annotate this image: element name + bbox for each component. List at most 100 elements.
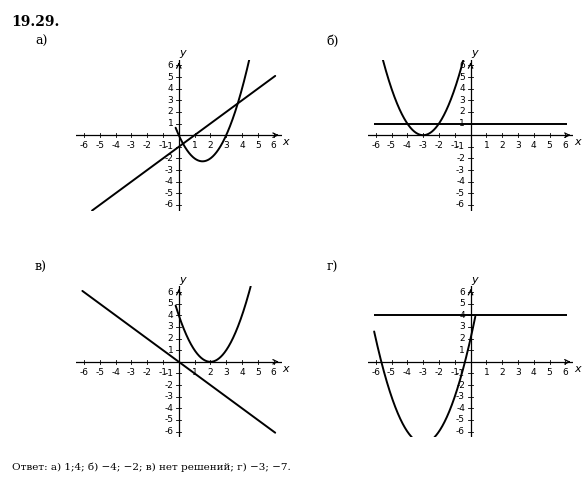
- Text: 1: 1: [459, 346, 465, 355]
- Text: -2: -2: [143, 368, 152, 377]
- Text: 2: 2: [208, 141, 213, 150]
- Text: x: x: [283, 364, 289, 374]
- Text: 3: 3: [459, 96, 465, 105]
- Text: 2: 2: [459, 107, 465, 116]
- Text: x: x: [283, 137, 289, 147]
- Text: -4: -4: [403, 141, 412, 150]
- Text: -5: -5: [456, 415, 465, 424]
- Text: 4: 4: [239, 368, 245, 377]
- Text: 6: 6: [167, 61, 173, 70]
- Text: 5: 5: [459, 299, 465, 308]
- Text: -1: -1: [164, 369, 173, 378]
- Text: x: x: [574, 364, 581, 374]
- Text: 19.29.: 19.29.: [12, 15, 60, 29]
- Text: 5: 5: [255, 368, 261, 377]
- Text: -5: -5: [164, 415, 173, 424]
- Text: 2: 2: [168, 334, 173, 343]
- Text: -5: -5: [95, 141, 104, 150]
- Text: -3: -3: [419, 368, 428, 377]
- Text: 3: 3: [167, 323, 173, 331]
- Text: 5: 5: [255, 141, 261, 150]
- Text: 4: 4: [168, 311, 173, 320]
- Text: -3: -3: [164, 392, 173, 401]
- Text: 3: 3: [459, 323, 465, 331]
- Text: -1: -1: [159, 368, 167, 377]
- Text: 3: 3: [223, 368, 229, 377]
- Text: -2: -2: [456, 381, 465, 390]
- Text: 1: 1: [483, 368, 489, 377]
- Text: 5: 5: [167, 299, 173, 308]
- Text: x: x: [574, 137, 581, 147]
- Text: 2: 2: [208, 368, 213, 377]
- Text: -6: -6: [164, 427, 173, 436]
- Text: -2: -2: [435, 141, 443, 150]
- Text: 4: 4: [531, 141, 536, 150]
- Text: -2: -2: [164, 381, 173, 390]
- Text: -6: -6: [80, 368, 88, 377]
- Text: 3: 3: [515, 368, 521, 377]
- Text: -6: -6: [164, 200, 173, 209]
- Text: -5: -5: [95, 368, 104, 377]
- Text: -1: -1: [450, 141, 459, 150]
- Text: 1: 1: [459, 119, 465, 128]
- Text: 4: 4: [531, 368, 536, 377]
- Text: -5: -5: [387, 368, 396, 377]
- Text: 6: 6: [459, 61, 465, 70]
- Text: y: y: [180, 49, 186, 59]
- Text: -4: -4: [456, 177, 465, 186]
- Text: в): в): [35, 261, 47, 274]
- Text: -5: -5: [164, 189, 173, 198]
- Text: -3: -3: [127, 368, 136, 377]
- Text: 5: 5: [459, 73, 465, 82]
- Text: -4: -4: [111, 141, 120, 150]
- Text: -1: -1: [159, 141, 167, 150]
- Text: 6: 6: [271, 368, 277, 377]
- Text: 2: 2: [459, 334, 465, 343]
- Text: 6: 6: [271, 141, 277, 150]
- Text: y: y: [471, 49, 478, 59]
- Text: 5: 5: [547, 368, 552, 377]
- Text: -3: -3: [419, 141, 428, 150]
- Text: Ответ: а) 1;4; б) −4; −2; в) нет решений; г) −3; −7.: Ответ: а) 1;4; б) −4; −2; в) нет решений…: [12, 462, 290, 472]
- Text: -2: -2: [143, 141, 152, 150]
- Text: -6: -6: [456, 200, 465, 209]
- Text: -3: -3: [164, 166, 173, 174]
- Text: 4: 4: [459, 311, 465, 320]
- Text: 2: 2: [500, 368, 505, 377]
- Text: -1: -1: [164, 142, 173, 151]
- Text: 1: 1: [192, 368, 198, 377]
- Text: 3: 3: [167, 96, 173, 105]
- Text: -3: -3: [127, 141, 136, 150]
- Text: а): а): [35, 35, 47, 48]
- Text: 3: 3: [223, 141, 229, 150]
- Text: -3: -3: [456, 392, 465, 401]
- Text: -4: -4: [456, 404, 465, 413]
- Text: -2: -2: [435, 368, 443, 377]
- Text: -2: -2: [456, 154, 465, 163]
- Text: г): г): [327, 261, 338, 274]
- Text: -5: -5: [456, 189, 465, 198]
- Text: 1: 1: [483, 141, 489, 150]
- Text: 1: 1: [167, 346, 173, 355]
- Text: 4: 4: [168, 84, 173, 93]
- Text: -6: -6: [456, 427, 465, 436]
- Text: -4: -4: [164, 177, 173, 186]
- Text: 2: 2: [168, 107, 173, 116]
- Text: y: y: [471, 275, 478, 285]
- Text: 6: 6: [459, 288, 465, 297]
- Text: 6: 6: [563, 141, 568, 150]
- Text: 2: 2: [500, 141, 505, 150]
- Text: 3: 3: [515, 141, 521, 150]
- Text: -6: -6: [371, 368, 380, 377]
- Text: 5: 5: [167, 73, 173, 82]
- Text: -2: -2: [164, 154, 173, 163]
- Text: -1: -1: [450, 368, 459, 377]
- Text: -4: -4: [403, 368, 412, 377]
- Text: -3: -3: [456, 166, 465, 174]
- Text: 1: 1: [167, 119, 173, 128]
- Text: y: y: [180, 275, 186, 285]
- Text: 4: 4: [239, 141, 245, 150]
- Text: -5: -5: [387, 141, 396, 150]
- Text: -6: -6: [371, 141, 380, 150]
- Text: 5: 5: [547, 141, 552, 150]
